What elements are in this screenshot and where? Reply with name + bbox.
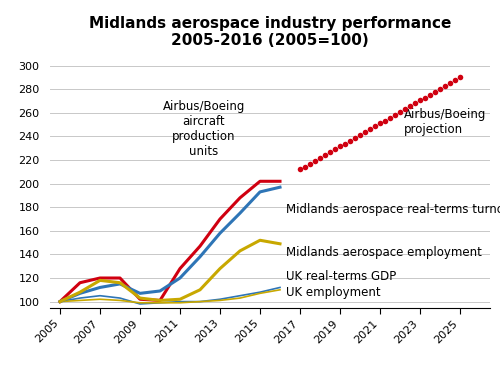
Text: Airbus/Boeing
projection: Airbus/Boeing projection xyxy=(404,108,486,136)
Text: UK employment: UK employment xyxy=(286,286,380,298)
Text: UK real-terms GDP: UK real-terms GDP xyxy=(286,270,396,284)
Text: Midlands aerospace employment: Midlands aerospace employment xyxy=(286,246,482,258)
Text: Airbus/Boeing
aircraft
production
units: Airbus/Boeing aircraft production units xyxy=(163,100,245,158)
Title: Midlands aerospace industry performance
2005-2016 (2005=100): Midlands aerospace industry performance … xyxy=(89,16,451,48)
Text: Midlands aerospace real-terms turnover: Midlands aerospace real-terms turnover xyxy=(286,203,500,216)
